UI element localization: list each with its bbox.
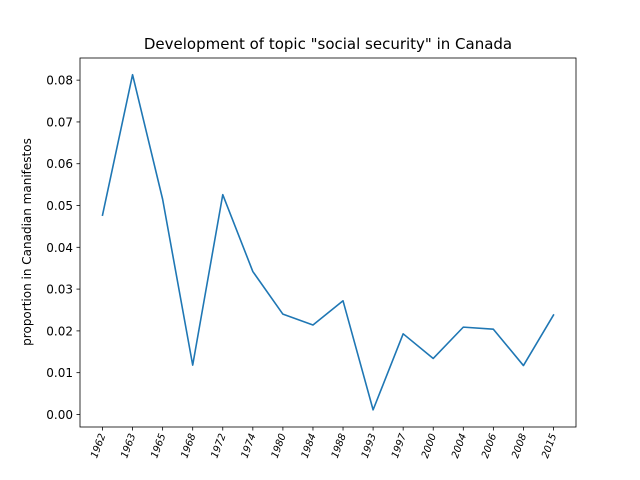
y-tick-label: 0.03: [46, 283, 73, 297]
y-tick-label: 0.06: [46, 157, 73, 171]
y-tick-label: 0.04: [46, 241, 73, 255]
y-tick-label: 0.07: [46, 115, 73, 129]
series-line: [101, 73, 555, 411]
chart-title: Development of topic "social security" i…: [144, 35, 512, 53]
y-tick-label: 0.00: [46, 408, 73, 422]
y-tick-label: 0.01: [46, 366, 73, 380]
y-tick-label: 0.02: [46, 324, 73, 338]
y-axis-label: proportion in Canadian manifestos: [20, 138, 34, 346]
y-tick-label: 0.08: [46, 74, 73, 88]
plot-series: [101, 73, 555, 411]
plot-frame: [79, 57, 577, 428]
y-axis: 0.00 0.01 0.02 0.03 0.04 0.05 0.06 0.07 0.08: [46, 74, 80, 422]
y-tick-label: 0.05: [46, 199, 73, 213]
